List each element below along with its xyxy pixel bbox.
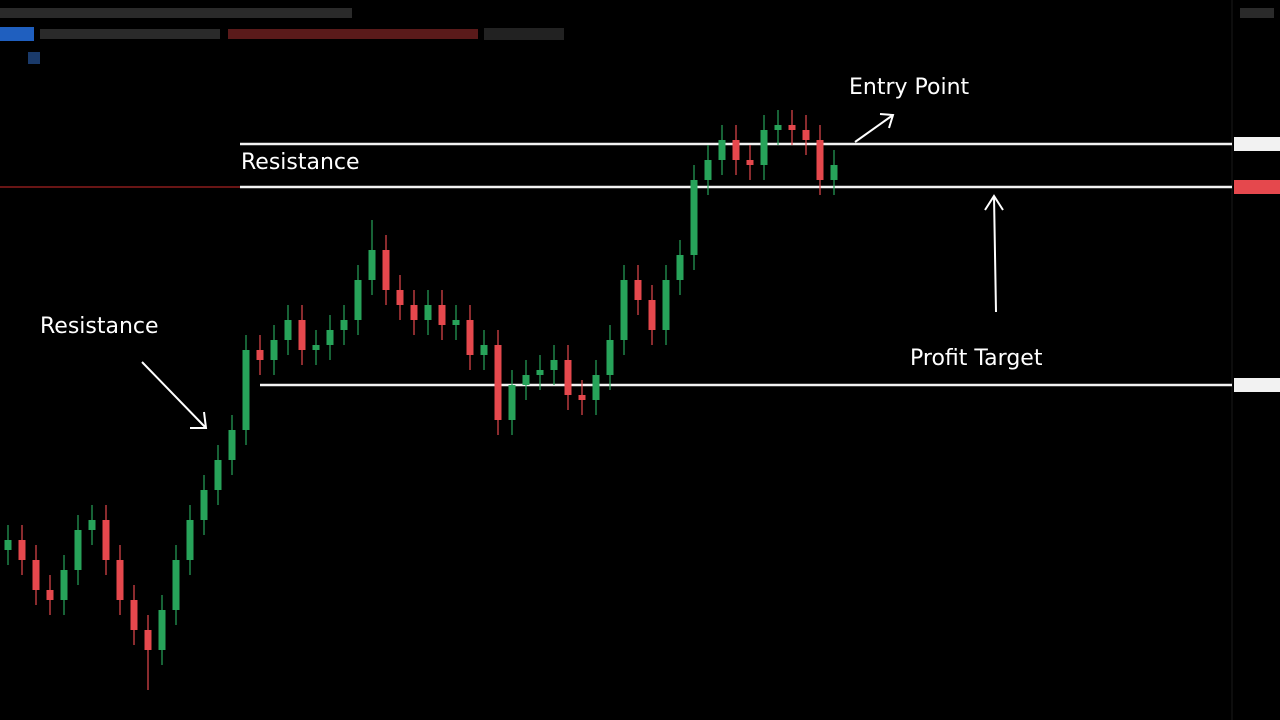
annotation: Resistance xyxy=(241,150,360,175)
candle-body xyxy=(774,125,782,130)
arrow xyxy=(984,194,1004,313)
arrow xyxy=(854,113,895,143)
candle-body xyxy=(424,305,432,320)
candle-body xyxy=(326,330,334,345)
toolbar-placeholder xyxy=(0,8,352,18)
candle-body xyxy=(46,590,54,600)
candle-body xyxy=(298,320,306,350)
candle-body xyxy=(60,570,68,600)
candle-body xyxy=(410,305,418,320)
candle-body xyxy=(116,560,124,600)
price-label xyxy=(1234,180,1280,194)
toolbar-placeholder xyxy=(40,29,220,39)
candle-body xyxy=(396,290,404,305)
candle-body xyxy=(466,320,474,355)
candle-body xyxy=(186,520,194,560)
annotation: Profit Target xyxy=(910,346,1043,371)
candle-body xyxy=(718,140,726,160)
candle-body xyxy=(788,125,796,130)
candle-body xyxy=(536,370,544,375)
candle-body xyxy=(508,385,516,420)
candle-body xyxy=(438,305,446,325)
candle-body xyxy=(746,160,754,165)
candle-body xyxy=(494,345,502,420)
candle-body xyxy=(312,345,320,350)
candle-body xyxy=(648,300,656,330)
candle-body xyxy=(144,630,152,650)
toolbar-button[interactable] xyxy=(28,52,40,64)
candle-body xyxy=(550,360,558,370)
candle-body xyxy=(214,460,222,490)
candle-body xyxy=(172,560,180,610)
candle-body xyxy=(690,180,698,255)
candle-body xyxy=(228,430,236,460)
toolbar-placeholder xyxy=(1240,8,1274,18)
candle-body xyxy=(480,345,488,355)
candle-body xyxy=(522,375,530,385)
toolbar-placeholder xyxy=(228,29,478,39)
candle-body xyxy=(340,320,348,330)
candle-body xyxy=(32,560,40,590)
candle-body xyxy=(4,540,12,550)
candle-body xyxy=(802,130,810,140)
arrow xyxy=(141,361,208,429)
candle-body xyxy=(18,540,26,560)
toolbar-button[interactable] xyxy=(0,27,34,41)
candle-body xyxy=(270,340,278,360)
annotation: Entry Point xyxy=(849,75,970,100)
candle-body xyxy=(662,280,670,330)
annotation: Resistance xyxy=(40,314,159,339)
price-label xyxy=(1234,137,1280,151)
candle-body xyxy=(620,280,628,340)
candle-body xyxy=(368,250,376,280)
candle-body xyxy=(158,610,166,650)
candle-body xyxy=(74,530,82,570)
annotations: Entry Point Resistance Resistance Profit… xyxy=(40,75,1043,429)
candle-body xyxy=(606,340,614,375)
candle-body xyxy=(578,395,586,400)
candle-body xyxy=(130,600,138,630)
candle-body xyxy=(452,320,460,325)
candle-body xyxy=(382,250,390,290)
candle-body xyxy=(256,350,264,360)
toolbar xyxy=(0,8,1274,64)
candle-body xyxy=(760,130,768,165)
candle-body xyxy=(732,140,740,160)
candle-body xyxy=(564,360,572,395)
candle-body xyxy=(830,165,838,180)
candle-body xyxy=(284,320,292,340)
candle-body xyxy=(634,280,642,300)
candle-body xyxy=(200,490,208,520)
candle-body xyxy=(102,520,110,560)
candle-body xyxy=(704,160,712,180)
candle-body xyxy=(88,520,96,530)
price-label xyxy=(1234,378,1280,392)
candle-body xyxy=(592,375,600,400)
toolbar-placeholder xyxy=(484,28,564,40)
candle-body xyxy=(242,350,250,430)
candle-body xyxy=(676,255,684,280)
candle-body xyxy=(354,280,362,320)
candle-body xyxy=(816,140,824,180)
